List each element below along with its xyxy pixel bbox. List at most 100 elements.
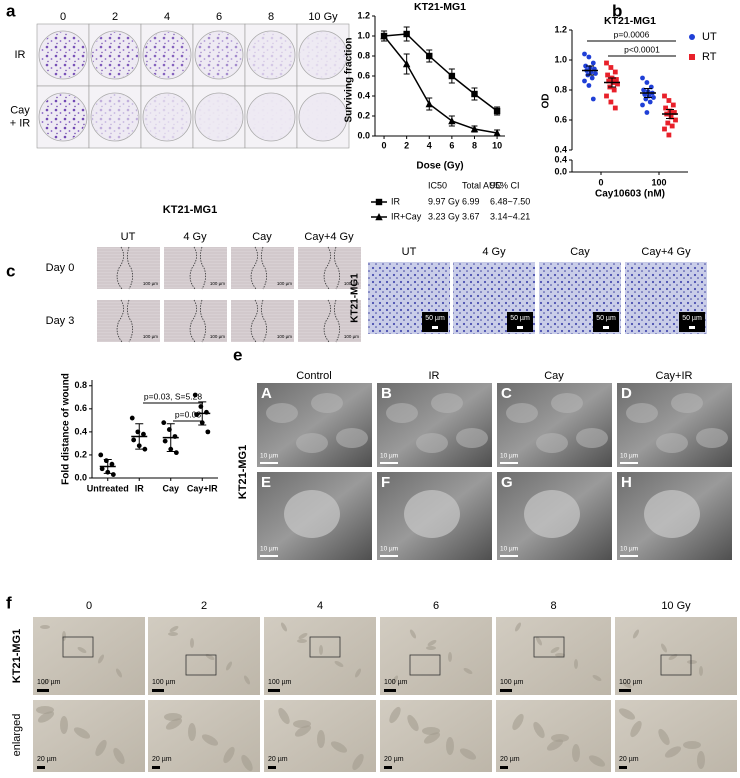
legend-marker bbox=[689, 34, 695, 40]
chart-title: KT21-MG1 bbox=[414, 1, 466, 13]
cell bbox=[618, 708, 636, 720]
y-tick-label: 0.4 bbox=[357, 90, 370, 100]
wound-image bbox=[164, 300, 227, 342]
zoom-box bbox=[409, 654, 441, 676]
cell bbox=[514, 622, 522, 632]
cell bbox=[40, 625, 50, 629]
scale-bar bbox=[620, 462, 638, 464]
cell bbox=[352, 753, 364, 771]
error-bar bbox=[135, 423, 144, 450]
image-letter: H bbox=[621, 474, 632, 491]
scale-bar-label: 100 µm bbox=[268, 679, 292, 686]
cell bbox=[668, 653, 678, 661]
data-point bbox=[640, 75, 645, 81]
cell bbox=[280, 622, 288, 632]
scale-bar bbox=[500, 462, 518, 464]
scale-bar bbox=[384, 766, 392, 769]
column-label: 0 bbox=[86, 600, 92, 612]
scale-bar-label: 20 µm bbox=[500, 756, 520, 763]
panel-label: b bbox=[612, 1, 622, 20]
scale-box bbox=[422, 312, 448, 332]
scale-bar bbox=[37, 689, 49, 692]
wound-image bbox=[231, 247, 294, 289]
cell bbox=[60, 716, 68, 734]
scale-bar-label: 100 µm bbox=[37, 679, 61, 686]
wound-edge bbox=[127, 246, 133, 290]
stat-cell: 9.97 Gy bbox=[428, 196, 460, 206]
colonies bbox=[196, 94, 242, 140]
cell bbox=[699, 666, 703, 676]
annotation: p=0.0006 bbox=[614, 29, 650, 39]
data-point bbox=[612, 105, 618, 111]
scale-bar-label: 20 µm bbox=[37, 756, 57, 763]
y-tick-label: 0.0 bbox=[357, 130, 370, 140]
data-point bbox=[493, 107, 501, 115]
stat-header: Total AUC bbox=[462, 180, 503, 190]
cell bbox=[574, 659, 578, 669]
data-point bbox=[205, 429, 211, 435]
cell bbox=[330, 741, 348, 753]
zoom-box bbox=[185, 654, 217, 676]
panel-label: e bbox=[233, 345, 242, 364]
plate-row-label: IR bbox=[15, 49, 26, 61]
x-axis-label: Dose (Gy) bbox=[416, 161, 463, 172]
colonies bbox=[248, 32, 294, 78]
colonies bbox=[196, 32, 242, 78]
x-tick-label: 2 bbox=[404, 140, 409, 150]
scale-bar bbox=[517, 326, 523, 329]
scale-bar bbox=[152, 766, 160, 769]
data-point bbox=[426, 52, 433, 60]
cell bbox=[546, 739, 564, 751]
image-letter: G bbox=[501, 474, 513, 491]
cell bbox=[551, 734, 569, 742]
wound-edge bbox=[250, 299, 258, 343]
scale-bar-label: 10 µm bbox=[260, 546, 278, 553]
scale-bar-label: 100 µm bbox=[143, 334, 158, 339]
data-point bbox=[141, 431, 146, 437]
y-tick-label: 0.6 bbox=[357, 70, 370, 80]
y-axis-label: Fold distance of wound bbox=[61, 373, 72, 485]
scale-bar bbox=[619, 689, 631, 692]
scale-bar bbox=[268, 689, 280, 692]
row-label: enlarged bbox=[11, 714, 23, 757]
cell bbox=[409, 629, 417, 639]
wound-edge bbox=[116, 299, 124, 343]
micrograph bbox=[380, 617, 492, 695]
legend-label: IR bbox=[391, 196, 401, 206]
column-label: IR bbox=[429, 370, 440, 382]
scale-bar-label: 50 µm bbox=[682, 315, 702, 322]
column-label: 4 Gy bbox=[183, 231, 207, 243]
column-label: UT bbox=[121, 231, 136, 243]
cell bbox=[431, 393, 463, 413]
error-bar bbox=[166, 423, 175, 452]
scale-bar-label: 50 µm bbox=[510, 315, 530, 322]
scale-bar bbox=[380, 462, 398, 464]
cell bbox=[41, 678, 51, 686]
cell bbox=[426, 646, 436, 650]
data-point bbox=[611, 87, 617, 93]
scale-bar-label: 20 µm bbox=[268, 756, 288, 763]
panel-label: a bbox=[6, 1, 16, 20]
cell bbox=[115, 668, 123, 678]
data-point bbox=[604, 60, 609, 66]
colonies bbox=[40, 94, 86, 140]
cell bbox=[572, 744, 580, 762]
zoom-box bbox=[309, 636, 341, 658]
cell bbox=[696, 428, 728, 448]
scale-bar-label: 100 µm bbox=[210, 281, 225, 286]
cell bbox=[416, 433, 448, 453]
image-letter: D bbox=[621, 385, 632, 402]
data-point bbox=[110, 472, 116, 477]
micrograph bbox=[33, 617, 145, 695]
wound-image bbox=[97, 300, 160, 342]
cell bbox=[656, 433, 688, 453]
data-point bbox=[590, 60, 596, 66]
data-point bbox=[99, 466, 105, 472]
data-point bbox=[665, 120, 671, 126]
row-label: Day 0 bbox=[46, 262, 75, 274]
data-point bbox=[402, 60, 411, 68]
scale-bar bbox=[689, 326, 695, 329]
micrograph bbox=[615, 700, 737, 772]
cell bbox=[391, 675, 399, 685]
data-point bbox=[644, 80, 650, 85]
